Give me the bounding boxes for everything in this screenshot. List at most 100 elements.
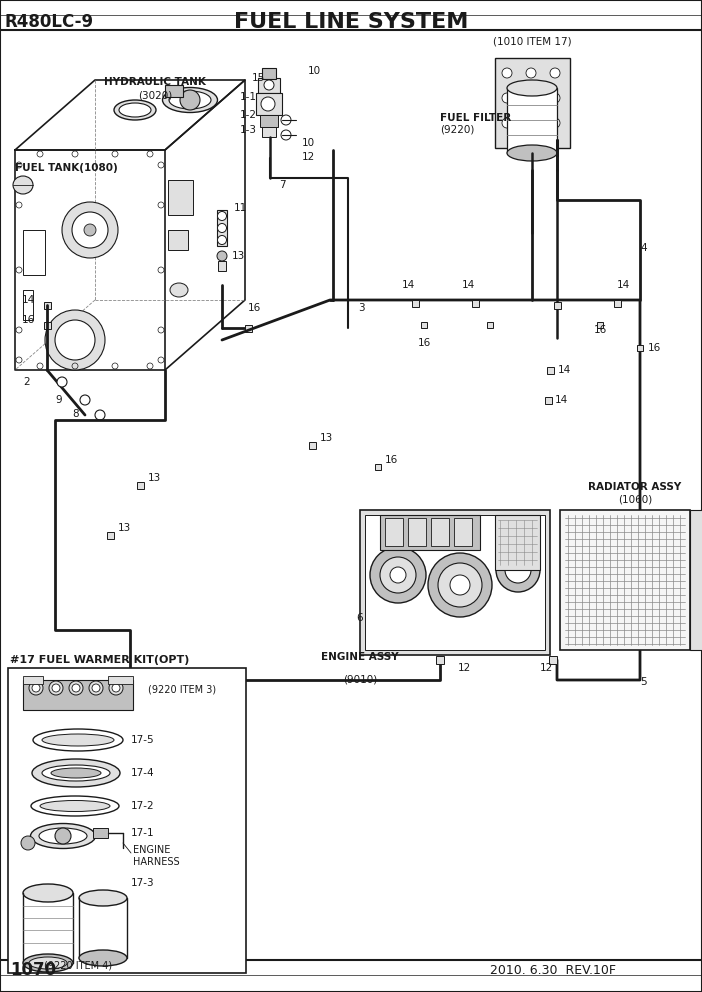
Text: ENGINE ASSY: ENGINE ASSY	[322, 652, 399, 662]
Bar	[553, 302, 560, 309]
Text: HARNESS: HARNESS	[133, 857, 180, 867]
Circle shape	[52, 684, 60, 692]
Bar	[507, 88, 557, 153]
Text: 1070: 1070	[10, 961, 56, 979]
Bar	[168, 230, 188, 250]
Circle shape	[112, 684, 120, 692]
Text: RADIATOR ASSY: RADIATOR ASSY	[588, 482, 682, 492]
Text: FUEL LINE SYSTEM: FUEL LINE SYSTEM	[234, 12, 468, 32]
Circle shape	[69, 681, 83, 695]
Bar	[411, 300, 418, 307]
Text: 6: 6	[357, 613, 364, 623]
Ellipse shape	[119, 103, 151, 117]
Circle shape	[550, 118, 560, 128]
Circle shape	[261, 97, 275, 111]
Circle shape	[502, 68, 512, 78]
Text: 7: 7	[279, 180, 285, 190]
Circle shape	[264, 80, 274, 90]
Bar	[380, 515, 480, 550]
Ellipse shape	[32, 759, 120, 787]
Text: 1-3: 1-3	[240, 125, 257, 135]
Text: 16: 16	[648, 343, 661, 353]
Circle shape	[502, 118, 512, 128]
Text: 2010. 6.30  REV.10F: 2010. 6.30 REV.10F	[490, 963, 616, 976]
Ellipse shape	[51, 768, 101, 778]
Bar	[385, 518, 403, 546]
Bar	[8, 668, 246, 973]
Bar	[597, 322, 603, 328]
Text: 2: 2	[23, 377, 30, 387]
Bar	[44, 302, 51, 309]
Bar	[218, 261, 226, 271]
Text: 5: 5	[640, 677, 647, 687]
Bar	[360, 510, 550, 655]
Ellipse shape	[79, 890, 127, 906]
Bar	[23, 290, 33, 320]
Bar	[436, 656, 444, 664]
Bar	[23, 230, 45, 275]
Circle shape	[180, 90, 200, 110]
Text: 16: 16	[385, 455, 398, 465]
Text: 17-4: 17-4	[131, 768, 154, 778]
Bar	[472, 300, 479, 307]
Circle shape	[29, 681, 43, 695]
Circle shape	[218, 235, 227, 244]
Circle shape	[218, 223, 227, 232]
Circle shape	[62, 202, 118, 258]
Circle shape	[390, 567, 406, 583]
Text: R480LC-9: R480LC-9	[5, 13, 94, 31]
Bar	[431, 518, 449, 546]
Circle shape	[55, 828, 71, 844]
Circle shape	[57, 377, 67, 387]
Bar	[365, 515, 545, 650]
Text: 16: 16	[418, 338, 430, 348]
Ellipse shape	[30, 823, 95, 848]
Bar	[23, 676, 43, 684]
Text: 13: 13	[118, 523, 131, 533]
Text: 17-1: 17-1	[131, 828, 154, 838]
Ellipse shape	[42, 765, 110, 781]
Circle shape	[526, 118, 536, 128]
Text: 14: 14	[617, 280, 630, 290]
Bar	[258, 78, 280, 93]
Bar	[408, 518, 426, 546]
Bar	[549, 656, 557, 664]
Bar	[262, 68, 276, 79]
Text: #17 FUEL WARMER KIT(OPT): #17 FUEL WARMER KIT(OPT)	[10, 655, 190, 665]
Text: (1010 ITEM 17): (1010 ITEM 17)	[493, 36, 571, 46]
Circle shape	[217, 251, 227, 261]
Ellipse shape	[162, 87, 218, 112]
Ellipse shape	[39, 828, 87, 844]
Bar	[421, 322, 427, 328]
Bar	[454, 518, 472, 546]
Text: 14: 14	[555, 395, 568, 405]
Circle shape	[502, 93, 512, 103]
Bar	[108, 676, 133, 684]
Text: ENGINE: ENGINE	[133, 845, 171, 855]
Bar	[168, 180, 193, 215]
Text: 4: 4	[640, 243, 647, 253]
Ellipse shape	[79, 950, 127, 966]
Text: 17-5: 17-5	[131, 735, 154, 745]
Text: 13: 13	[232, 251, 245, 261]
Text: 9: 9	[55, 395, 62, 405]
Text: (9010): (9010)	[343, 675, 377, 685]
Text: 13: 13	[320, 433, 333, 443]
Text: 14: 14	[402, 280, 415, 290]
Bar	[690, 510, 702, 650]
Bar	[546, 366, 553, 374]
Ellipse shape	[42, 734, 114, 746]
Text: 16: 16	[593, 325, 607, 335]
Bar	[262, 127, 276, 137]
Circle shape	[92, 684, 100, 692]
Ellipse shape	[13, 176, 33, 194]
Ellipse shape	[507, 145, 557, 161]
Circle shape	[55, 320, 95, 360]
Bar	[560, 510, 690, 650]
Bar	[487, 322, 493, 328]
Ellipse shape	[114, 100, 156, 120]
Circle shape	[450, 575, 470, 595]
Circle shape	[72, 684, 80, 692]
Text: 10: 10	[308, 66, 321, 76]
Text: 17-3: 17-3	[131, 878, 154, 888]
